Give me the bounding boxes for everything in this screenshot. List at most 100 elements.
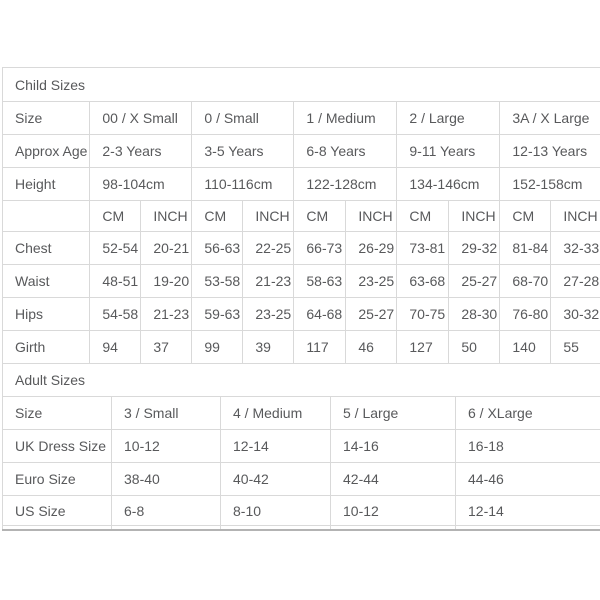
cell: 63-68 [396, 264, 450, 298]
cell: 12-14 [455, 495, 600, 526]
cell: 76-80 [499, 297, 552, 331]
cell: 10-12 [330, 495, 456, 526]
unit-header: INCH [345, 200, 398, 232]
cell: 37 [140, 330, 193, 364]
cell: 50 [448, 330, 501, 364]
cell: 23-25 [345, 264, 398, 298]
row-label: Euro Size [2, 462, 112, 496]
adult-sizes-table: Adult Sizes Size 3 / Small 4 / Medium 5 … [2, 363, 600, 531]
cell: 44-46 [455, 462, 600, 496]
table-row: Hips 54-58 21-23 59-63 23-25 64-68 25-27… [1, 297, 600, 331]
cell: 59-63 [191, 297, 244, 331]
unit-header: CM [396, 200, 450, 232]
cell: 28-30 [448, 297, 501, 331]
table-row: UK Dress Size 10-12 12-14 14-16 16-18 [2, 429, 600, 463]
row-label: Hips [1, 297, 91, 331]
clipped-row-edge [2, 529, 600, 531]
row-label: Girth [1, 330, 91, 364]
row-label: Chest [1, 231, 91, 265]
cell: 26-29 [345, 231, 398, 265]
col-header: 6 / XLarge [455, 396, 600, 430]
cell: 19-20 [140, 264, 193, 298]
col-header: 3A / X Large [499, 101, 600, 135]
cell: 21-23 [140, 297, 193, 331]
cell: 140 [499, 330, 552, 364]
col-header: 4 / Medium [220, 396, 331, 430]
cell: 68-70 [499, 264, 552, 298]
cell: 64-68 [293, 297, 347, 331]
table-row: Size 00 / X Small 0 / Small 1 / Medium 2… [1, 101, 600, 135]
unit-header: CM [293, 200, 347, 232]
row-label: Approx Age [1, 134, 91, 168]
cell: 22-25 [242, 231, 295, 265]
cell: 10-12 [111, 429, 221, 463]
size-chart-tables: Child Sizes Size 00 / X Small 0 / Small … [1, 67, 600, 531]
cell: 29-32 [448, 231, 501, 265]
cell: 3-5 Years [191, 134, 295, 168]
unit-header: INCH [140, 200, 193, 232]
cell: 42-44 [330, 462, 456, 496]
cell: 40-42 [220, 462, 331, 496]
cell: 2-3 Years [89, 134, 193, 168]
cell: 152-158cm [499, 167, 600, 201]
unit-header: INCH [242, 200, 295, 232]
cell: 38-40 [111, 462, 221, 496]
child-section-title: Child Sizes [1, 67, 600, 102]
row-label: US Size [2, 495, 112, 526]
table-row: CM INCH CM INCH CM INCH CM INCH CM INCH [1, 200, 600, 232]
table-row: Adult Sizes [2, 363, 600, 397]
cell: 14-16 [330, 429, 456, 463]
table-row: Child Sizes [1, 67, 600, 102]
table-row: Euro Size 38-40 40-42 42-44 44-46 [2, 462, 600, 496]
cell: 6-8 [111, 495, 221, 526]
unit-header: CM [89, 200, 142, 232]
cell: 20-21 [140, 231, 193, 265]
table-row: Height 98-104cm 110-116cm 122-128cm 134-… [1, 167, 600, 201]
table-row: Waist 48-51 19-20 53-58 21-23 58-63 23-2… [1, 264, 600, 298]
cell: 66-73 [293, 231, 347, 265]
row-label: Height [1, 167, 91, 201]
cell: 127 [396, 330, 450, 364]
cell: 55 [550, 330, 600, 364]
cell: 25-27 [345, 297, 398, 331]
cell: 32-33 [550, 231, 600, 265]
row-label: Waist [1, 264, 91, 298]
cell: 98-104cm [89, 167, 193, 201]
cell: 21-23 [242, 264, 295, 298]
unit-header: INCH [448, 200, 501, 232]
row-label: Size [1, 101, 91, 135]
cell: 134-146cm [396, 167, 501, 201]
cell: 54-58 [89, 297, 142, 331]
cell: 52-54 [89, 231, 142, 265]
cell: 12-14 [220, 429, 331, 463]
cell: 12-13 Years [499, 134, 600, 168]
table-row: Chest 52-54 20-21 56-63 22-25 66-73 26-2… [1, 231, 600, 265]
table-row: Size 3 / Small 4 / Medium 5 / Large 6 / … [2, 396, 600, 430]
col-header: 3 / Small [111, 396, 221, 430]
cell: 6-8 Years [293, 134, 398, 168]
col-header: 5 / Large [330, 396, 456, 430]
cell: 56-63 [191, 231, 244, 265]
table-row: Approx Age 2-3 Years 3-5 Years 6-8 Years… [1, 134, 600, 168]
cell: 46 [345, 330, 398, 364]
cell: 81-84 [499, 231, 552, 265]
unit-header: INCH [550, 200, 600, 232]
cell: 94 [89, 330, 142, 364]
row-label: Size [2, 396, 112, 430]
cell: 122-128cm [293, 167, 398, 201]
cell: 25-27 [448, 264, 501, 298]
cell: 110-116cm [191, 167, 295, 201]
unit-header: CM [499, 200, 552, 232]
cell: 27-28 [550, 264, 600, 298]
cell: 16-18 [455, 429, 600, 463]
col-header: 2 / Large [396, 101, 501, 135]
cell: 117 [293, 330, 347, 364]
cell: 99 [191, 330, 244, 364]
cell: 48-51 [89, 264, 142, 298]
row-label: UK Dress Size [2, 429, 112, 463]
cell: 73-81 [396, 231, 450, 265]
col-header: 1 / Medium [293, 101, 398, 135]
table-row: US Size 6-8 8-10 10-12 12-14 [2, 495, 600, 526]
table-row: Girth 94 37 99 39 117 46 127 50 140 55 [1, 330, 600, 364]
